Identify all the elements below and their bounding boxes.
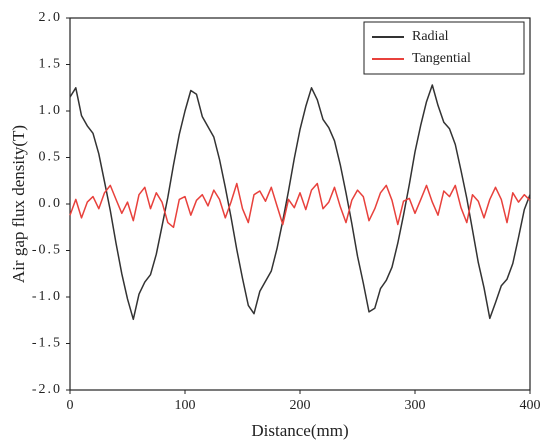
y-axis-title: Air gap flux density(T) [9,125,28,283]
x-tick-label: 400 [520,398,541,413]
y-tick-label: 0.5 [39,150,63,165]
x-tick-label: 200 [290,398,311,413]
x-tick-label: 0 [67,398,74,413]
y-tick-label: 0.0 [39,196,63,211]
x-tick-label: 300 [405,398,426,413]
y-tick-label: -1.5 [32,336,62,351]
legend-label: Tangential [412,51,471,66]
y-tick-label: 1.0 [39,103,63,118]
legend-box [363,21,525,75]
y-tick-label: -1.0 [32,289,62,304]
legend-label: Radial [412,29,449,44]
line-series [69,84,531,321]
line-series [69,182,531,229]
x-axis-title: Distance(mm) [251,421,348,440]
y-tick-label: 2.0 [39,10,63,25]
x-tick-label: 100 [175,398,196,413]
y-tick-label: -2.0 [32,382,62,397]
y-tick-label: -0.5 [32,243,62,258]
y-tick-label: 1.5 [39,57,63,72]
